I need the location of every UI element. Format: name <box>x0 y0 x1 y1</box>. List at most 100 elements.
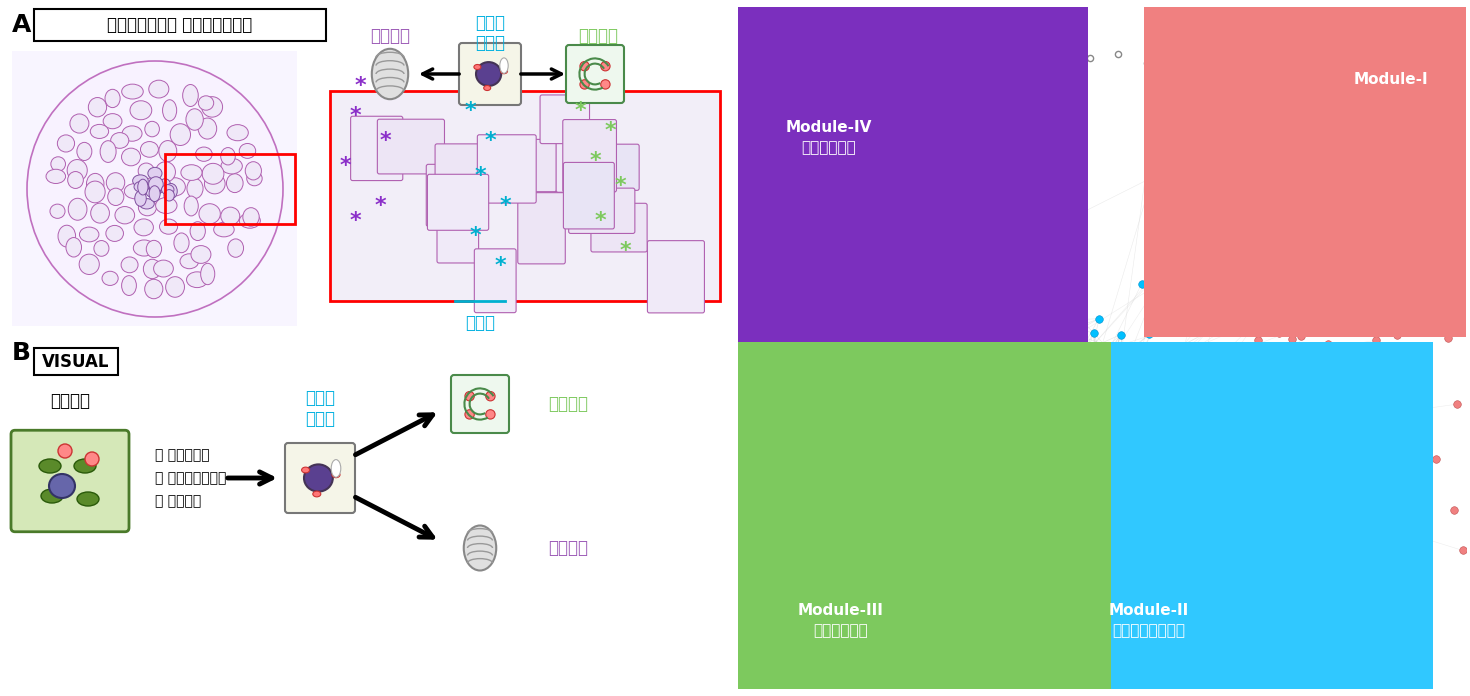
Point <box>1150 400 1173 411</box>
Point <box>1413 169 1436 180</box>
Point <box>969 204 992 215</box>
Point <box>929 514 953 525</box>
Ellipse shape <box>101 271 118 285</box>
Point <box>1327 232 1351 244</box>
Point <box>1076 462 1100 473</box>
Ellipse shape <box>57 226 75 247</box>
Point <box>1335 244 1358 255</box>
Point <box>1055 189 1079 200</box>
Ellipse shape <box>160 179 171 191</box>
Point <box>1342 348 1366 359</box>
Point <box>879 319 903 331</box>
Point <box>901 519 925 530</box>
Text: Module-IV
木部細胞関連: Module-IV 木部細胞関連 <box>785 120 872 155</box>
Point <box>928 493 951 505</box>
Point <box>989 511 1013 522</box>
Ellipse shape <box>68 198 87 220</box>
Point <box>1041 448 1064 459</box>
FancyBboxPatch shape <box>351 116 403 180</box>
Point <box>881 659 904 670</box>
Ellipse shape <box>138 179 148 195</box>
Ellipse shape <box>184 196 198 216</box>
Ellipse shape <box>134 219 153 236</box>
Point <box>1008 341 1032 352</box>
FancyBboxPatch shape <box>566 45 623 103</box>
Point <box>1075 475 1098 487</box>
Point <box>1078 382 1101 393</box>
Ellipse shape <box>106 226 123 242</box>
Ellipse shape <box>66 237 81 257</box>
Point <box>847 328 870 339</box>
Point <box>1094 375 1117 386</box>
Point <box>1173 501 1197 512</box>
Point <box>1289 331 1313 342</box>
Point <box>1003 414 1026 425</box>
Point <box>889 293 913 304</box>
Ellipse shape <box>68 171 84 189</box>
Text: VISUAL: VISUAL <box>43 353 110 371</box>
Point <box>1088 443 1111 454</box>
Point <box>1280 333 1304 345</box>
Point <box>948 252 972 263</box>
Point <box>1104 503 1127 514</box>
Point <box>945 304 969 315</box>
Point <box>951 548 975 560</box>
Point <box>1261 102 1285 113</box>
Point <box>1320 319 1344 330</box>
Point <box>1108 393 1132 404</box>
Point <box>1361 269 1385 280</box>
Point <box>879 303 903 314</box>
Point <box>947 222 970 233</box>
Ellipse shape <box>160 219 178 235</box>
Circle shape <box>485 392 495 401</box>
Point <box>985 575 1008 586</box>
Ellipse shape <box>332 472 340 477</box>
Circle shape <box>465 410 475 419</box>
Point <box>1239 92 1263 103</box>
Point <box>956 601 979 612</box>
Point <box>1107 466 1130 477</box>
Point <box>1078 405 1101 416</box>
Point <box>906 258 929 269</box>
Text: *: * <box>375 196 385 216</box>
Point <box>972 283 995 294</box>
Point <box>1116 386 1139 397</box>
Point <box>911 285 935 296</box>
Point <box>980 611 1004 622</box>
Point <box>920 537 944 548</box>
Ellipse shape <box>156 161 175 182</box>
Point <box>939 296 963 308</box>
Text: *: * <box>619 241 631 261</box>
Ellipse shape <box>132 175 148 187</box>
Point <box>1120 405 1144 416</box>
Point <box>1013 571 1036 582</box>
Point <box>873 363 897 374</box>
Point <box>916 570 939 581</box>
Point <box>1079 350 1102 361</box>
Point <box>1150 258 1173 269</box>
Point <box>963 45 986 56</box>
Point <box>970 244 994 255</box>
Point <box>1075 408 1098 419</box>
Point <box>1301 241 1324 252</box>
Point <box>986 581 1010 592</box>
Ellipse shape <box>40 459 60 473</box>
Ellipse shape <box>301 467 310 473</box>
Point <box>1323 258 1347 269</box>
Point <box>1026 564 1050 575</box>
Point <box>1305 324 1329 335</box>
Point <box>873 319 897 331</box>
Point <box>989 269 1013 280</box>
Point <box>1411 45 1435 56</box>
Point <box>980 216 1004 227</box>
Ellipse shape <box>148 182 163 194</box>
Point <box>926 338 950 349</box>
Point <box>1102 370 1126 381</box>
Point <box>1180 152 1204 163</box>
Point <box>1283 310 1307 321</box>
Text: Module-I: Module-I <box>1354 72 1429 87</box>
Point <box>1132 418 1155 429</box>
Point <box>972 567 995 578</box>
Point <box>1166 612 1189 623</box>
Point <box>1213 291 1236 302</box>
